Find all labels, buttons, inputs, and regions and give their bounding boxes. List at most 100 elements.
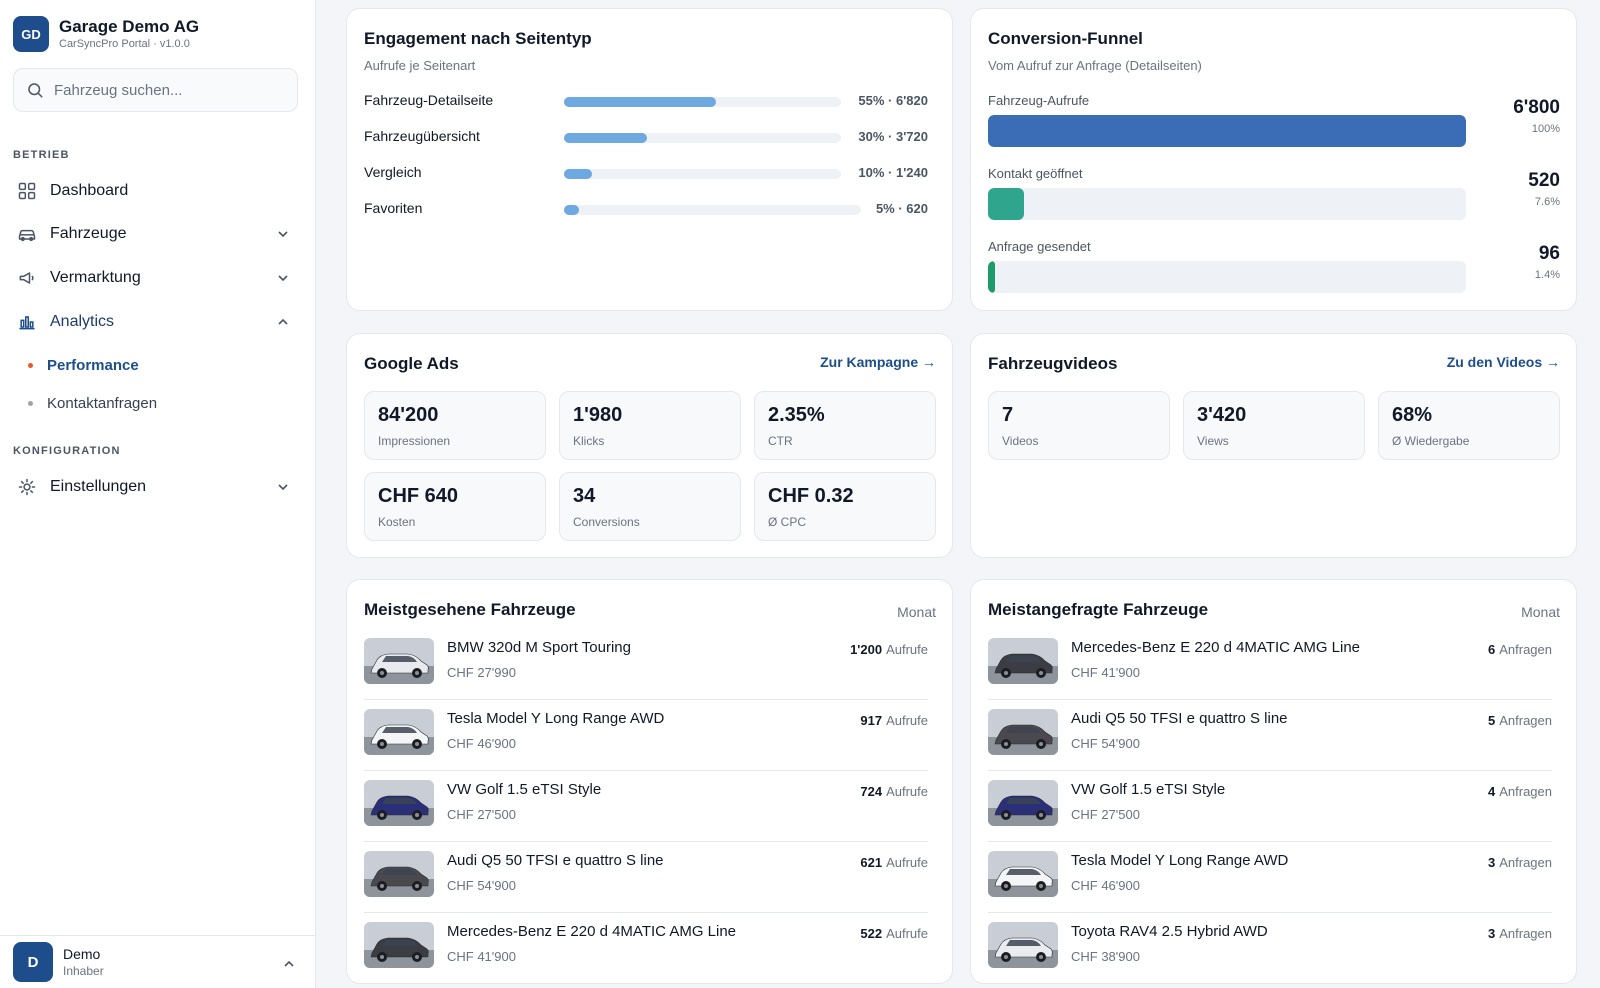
- vehicle-row[interactable]: BMW 320d M Sport Touring CHF 27'990 1'20…: [364, 630, 928, 700]
- stat-value: 1'980: [573, 404, 623, 426]
- row-label: Fahrzeug-Detailseite: [364, 92, 494, 108]
- vehicle-price: CHF 46'900: [447, 736, 516, 751]
- stat-tile: CHF 0.32 Ø CPC: [754, 472, 936, 541]
- progress-fill: [564, 205, 579, 215]
- nav-dashboard[interactable]: Dashboard: [10, 173, 302, 209]
- vehicle-thumbnail: [988, 922, 1058, 968]
- vehicle-thumbnail: [364, 709, 434, 755]
- stat-label: Kosten: [378, 515, 416, 529]
- user-menu[interactable]: D Demo Inhaber: [0, 935, 316, 988]
- nav-sub-kontaktanfragen[interactable]: Kontaktanfragen: [28, 390, 157, 416]
- vehicle-row[interactable]: VW Golf 1.5 eTSI Style CHF 27'500 724 Auf…: [364, 772, 928, 842]
- videos-link[interactable]: Zu den Videos →: [1446, 354, 1560, 370]
- vehicle-title: Tesla Model Y Long Range AWD: [1071, 852, 1289, 869]
- request-count: 3 Anfragen: [1488, 855, 1552, 870]
- view-count: 1'200 Aufrufe: [850, 642, 928, 657]
- nav-vermarktung[interactable]: Vermarktung: [10, 260, 302, 296]
- progress-fill: [564, 169, 592, 179]
- vehicle-price: CHF 38'900: [1071, 949, 1140, 964]
- card-subtitle: Aufrufe je Seitenart: [364, 58, 476, 73]
- stat-label: Views: [1197, 434, 1229, 448]
- stat-label: Klicks: [573, 434, 605, 448]
- nav-einstellungen[interactable]: Einstellungen: [10, 469, 302, 505]
- view-count: 917 Aufrufe: [860, 713, 928, 728]
- vehicle-row[interactable]: Tesla Model Y Long Range AWD CHF 46'900 …: [988, 843, 1552, 913]
- stat-label: CTR: [768, 434, 793, 448]
- vehicle-row[interactable]: Mercedes-Benz E 220 d 4MATIC AMG Line CH…: [364, 914, 928, 984]
- stat-tile: 7 Videos: [988, 391, 1170, 460]
- engagement-row: Vergleich 10% · 1'240: [364, 163, 928, 183]
- bullet-dot: [28, 400, 33, 406]
- progress-track: [564, 97, 841, 107]
- vehicle-thumbnail: [364, 780, 434, 826]
- stat-label: Ø CPC: [768, 515, 807, 529]
- nav-sub-performance[interactable]: Performance: [28, 352, 139, 378]
- row-label: Favoriten: [364, 200, 423, 216]
- stat-value: 7: [1002, 404, 1014, 426]
- row-value: 5% · 620: [875, 201, 928, 216]
- section-label-betrieb: BETRIEB: [13, 149, 70, 161]
- vehicle-title: BMW 320d M Sport Touring: [447, 639, 631, 656]
- card-title: Engagement nach Seitentyp: [364, 29, 592, 48]
- vehicle-thumbnail: [364, 851, 434, 897]
- vehicle-title: Tesla Model Y Long Range AWD: [447, 710, 665, 727]
- nav-label: Vermarktung: [50, 269, 141, 286]
- stat-value: 68%: [1392, 404, 1433, 426]
- conversion-funnel-card: Conversion-Funnel Vom Aufruf zur Anfrage…: [970, 8, 1577, 311]
- vehicle-row[interactable]: VW Golf 1.5 eTSI Style CHF 27'500 4 Anfra…: [988, 772, 1552, 842]
- chevron-up-icon: [284, 960, 294, 967]
- card-title: Google Ads: [364, 354, 459, 373]
- stat-tile: 3'420 Views: [1183, 391, 1365, 460]
- vehicle-thumbnail: [364, 922, 434, 968]
- period-label: Monat: [1521, 604, 1560, 620]
- nav-analytics[interactable]: Analytics: [10, 304, 302, 340]
- section-label-konfiguration: KONFIGURATION: [13, 445, 121, 457]
- vehicle-price: CHF 27'500: [447, 807, 516, 822]
- search-icon: [28, 83, 43, 98]
- car-icon: [16, 223, 38, 245]
- stat-value: CHF 640: [378, 485, 459, 507]
- vehicle-row[interactable]: Mercedes-Benz E 220 d 4MATIC AMG Line CH…: [988, 630, 1552, 700]
- chevron-down-icon: [278, 231, 288, 238]
- stat-label: Ø Wiedergabe: [1392, 434, 1470, 448]
- funnel-bar-track: [988, 261, 1466, 293]
- funnel-step-count: 96: [1538, 243, 1560, 264]
- funnel-step-label: Fahrzeug-Aufrufe: [988, 93, 1090, 108]
- engagement-row: Fahrzeugübersicht 30% · 3'720: [364, 127, 928, 147]
- stat-tile: 68% Ø Wiedergabe: [1378, 391, 1560, 460]
- row-value: 30% · 3'720: [858, 129, 928, 144]
- nav-sub-label: Kontaktanfragen: [47, 394, 158, 412]
- stat-value: 34: [573, 485, 596, 507]
- vehicle-title: Mercedes-Benz E 220 d 4MATIC AMG Line: [1071, 639, 1361, 656]
- stat-tile: 1'980 Klicks: [559, 391, 741, 460]
- stat-tile: 34 Conversions: [559, 472, 741, 541]
- search-input[interactable]: [54, 81, 284, 99]
- funnel-step-percent: 100%: [1531, 123, 1560, 135]
- bar-chart-icon: [16, 311, 38, 333]
- vehicle-row[interactable]: Audi Q5 50 TFSI e quattro S line CHF 54'…: [988, 701, 1552, 771]
- stat-tile: 2.35% CTR: [754, 391, 936, 460]
- vehicle-row[interactable]: Tesla Model Y Long Range AWD CHF 46'900 …: [364, 701, 928, 771]
- vehicle-title: VW Golf 1.5 eTSI Style: [1071, 781, 1226, 798]
- view-count: 522 Aufrufe: [860, 926, 928, 941]
- brand[interactable]: GD Garage Demo AG CarSyncPro Portal · v1…: [13, 16, 199, 52]
- vehicle-title: VW Golf 1.5 eTSI Style: [447, 781, 602, 798]
- megaphone-icon: [16, 267, 38, 289]
- progress-track: [564, 205, 861, 215]
- nav-label: Einstellungen: [50, 478, 147, 495]
- user-name: Demo: [63, 946, 101, 962]
- card-title: Fahrzeugvideos: [988, 354, 1118, 373]
- vehicle-search[interactable]: [13, 68, 298, 112]
- card-title: Conversion-Funnel: [988, 29, 1143, 48]
- nav-sub-label: Performance: [47, 356, 139, 374]
- vehicle-row[interactable]: Audi Q5 50 TFSI e quattro S line CHF 54'…: [364, 843, 928, 913]
- vehicle-thumbnail: [988, 851, 1058, 897]
- progress-fill: [564, 97, 717, 107]
- view-count: 621 Aufrufe: [860, 855, 928, 870]
- campaign-link[interactable]: Zur Kampagne →: [820, 354, 936, 370]
- nav-label: Analytics: [50, 313, 115, 330]
- nav-fahrzeuge[interactable]: Fahrzeuge: [10, 216, 302, 252]
- view-count: 724 Aufrufe: [860, 784, 928, 799]
- brand-logo: GD: [13, 16, 49, 52]
